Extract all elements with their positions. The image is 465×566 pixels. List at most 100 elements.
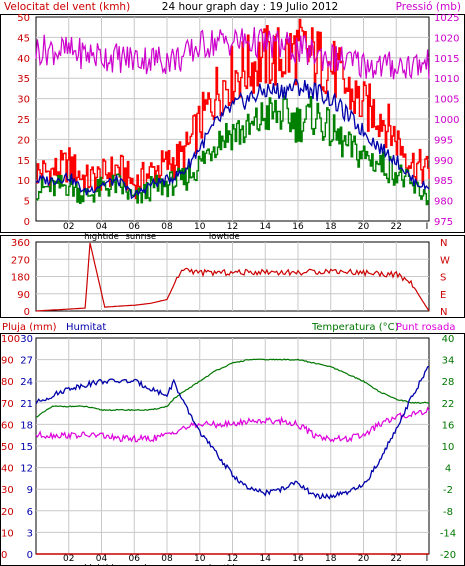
temperature-tick-label: 28 (442, 377, 455, 388)
temperature-tick-label: -2 (443, 485, 453, 496)
humidity-axis-title: Humitat (66, 322, 106, 333)
hightide-marker: hightide (84, 564, 119, 566)
hour-tick-label: 20 (358, 554, 370, 564)
pressure-tick-label: 1015 (434, 54, 459, 65)
wind-direction-series (35, 242, 430, 312)
compass-label: E (440, 290, 446, 301)
compass-label: N (440, 307, 447, 318)
pressure-tick-label: 1020 (434, 33, 459, 44)
hour-tick-label: 10 (194, 222, 206, 232)
humidity-tick-label: 12 (20, 464, 33, 475)
direction-tick-label: 180 (11, 273, 30, 284)
pressure-tick-label: 995 (434, 135, 453, 146)
rain-tick-label: 100 (1, 334, 20, 345)
pressure-tick-label: 1005 (434, 95, 459, 106)
wind-tick-label: 25 (17, 115, 30, 126)
rain-tick-label: 70 (1, 399, 14, 410)
direction-tick-label: 270 (11, 255, 30, 266)
pressure-tick-label: 975 (434, 217, 453, 228)
rain-axis-title: Pluja (mm) (2, 322, 57, 333)
wind-tick-label: 10 (17, 176, 30, 187)
chart-title: 24 hour graph day : 19 Julio 2012 (162, 1, 338, 13)
temperature-series (35, 358, 429, 418)
wind-mean-series (35, 78, 430, 200)
humidity-tick-label: 9 (27, 485, 33, 496)
rain-tick-label: 60 (1, 420, 14, 431)
pressure-tick-label: 990 (434, 156, 453, 167)
direction-tick-label: 90 (17, 290, 30, 301)
hour-tick-label: 14 (260, 554, 272, 564)
hour-tick-label: 08 (161, 554, 173, 564)
hour-tick-label: 18 (325, 222, 337, 232)
wind-tick-label: 5 (24, 197, 30, 208)
hour-tick-label: I (426, 554, 429, 564)
rain-tick-label: 10 (1, 528, 14, 539)
hour-tick-label: 12 (227, 222, 238, 232)
rain-tick-label: 90 (1, 356, 14, 367)
compass-label: N (440, 238, 447, 249)
humidity-tick-label: 30 (20, 334, 33, 345)
wind-tick-label: 50 (17, 13, 30, 24)
wind-tick-label: 20 (17, 135, 30, 146)
rain-tick-label: 30 (1, 485, 14, 496)
humidity-tick-label: 0 (27, 550, 33, 561)
humidity-tick-label: 18 (20, 420, 33, 431)
temperature-tick-label: -14 (440, 528, 456, 539)
sunrise-marker: sunrise (125, 564, 156, 566)
humidity-tick-label: 6 (27, 507, 33, 518)
hour-tick-label: 16 (292, 222, 304, 232)
rain-tick-label: 80 (1, 377, 14, 388)
temperature-tick-label: 10 (442, 442, 455, 453)
lowtide-marker: lowtide (209, 232, 240, 242)
hour-tick-label: 18 (325, 554, 337, 564)
hour-tick-label: 22 (391, 222, 402, 232)
lowtide-marker: lowtide (209, 564, 240, 566)
rain-tick-label: 20 (1, 507, 14, 518)
hour-tick-label: 06 (129, 222, 141, 232)
hour-tick-label: 02 (63, 222, 74, 232)
temperature-tick-label: 4 (445, 464, 451, 475)
hour-tick-label: 20 (358, 222, 370, 232)
series-lines (35, 18, 430, 555)
direction-tick-label: 360 (11, 238, 30, 249)
temperature-tick-label: 22 (442, 399, 455, 410)
wind-tick-label: 35 (17, 74, 30, 85)
wind-tick-label: 30 (17, 95, 30, 106)
temperature-axis-title: Temperatura (°C) (311, 322, 399, 333)
compass-label: S (440, 273, 446, 284)
rain-tick-label: 0 (1, 550, 7, 561)
temperature-tick-label: 16 (442, 420, 455, 431)
hour-tick-label: 08 (161, 222, 173, 232)
temperature-tick-label: -20 (440, 550, 456, 561)
hightide-marker: hightide (84, 232, 119, 242)
pressure-series (35, 27, 430, 80)
hour-tick-label: 14 (260, 222, 272, 232)
pressure-tick-label: 1025 (434, 13, 459, 24)
humidity-series (35, 365, 430, 500)
compass-label: W (440, 255, 450, 266)
pressure-tick-label: 1000 (434, 115, 459, 126)
humidity-tick-label: 27 (20, 356, 33, 367)
hour-tick-label: 04 (96, 222, 108, 232)
wind-tick-label: 0 (24, 217, 30, 228)
hour-tick-label: 10 (194, 554, 206, 564)
sunrise-marker: sunrise (125, 232, 156, 242)
pressure-tick-label: 985 (434, 176, 453, 187)
rain-tick-label: 50 (1, 442, 14, 453)
humidity-tick-label: 3 (27, 528, 33, 539)
hour-tick-label: 12 (227, 554, 238, 564)
temperature-tick-label: 40 (442, 334, 455, 345)
hour-tick-label: I (426, 222, 429, 232)
hour-tick-label: 04 (96, 554, 108, 564)
humidity-tick-label: 15 (20, 442, 33, 453)
wind-tick-label: 15 (17, 156, 30, 167)
wind-tick-label: 40 (17, 54, 30, 65)
wind-axis-title: Velocitat del vent (kmh) (4, 1, 130, 13)
hour-tick-label: 02 (63, 554, 74, 564)
hour-tick-label: 06 (129, 554, 141, 564)
wind-tick-label: 45 (17, 33, 30, 44)
temperature-tick-label: -8 (443, 507, 453, 518)
